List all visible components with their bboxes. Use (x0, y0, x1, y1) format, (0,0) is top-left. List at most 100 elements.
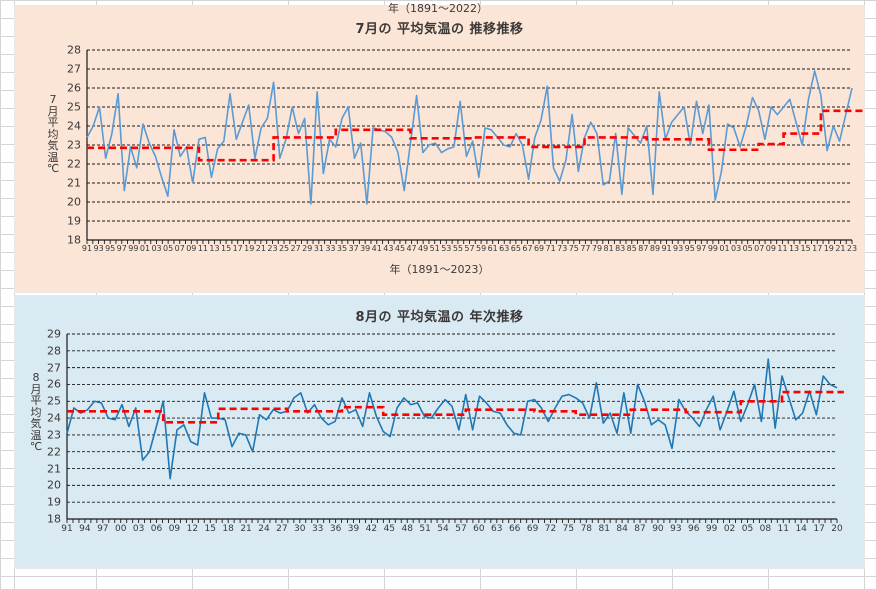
x-axis-tick-label: 43 (383, 244, 394, 253)
sheet-column-divider (672, 0, 673, 589)
sheet-column-divider (0, 0, 1, 589)
x-axis-tick-label: 93 (670, 524, 682, 534)
x-axis-tick-label: 11 (777, 524, 789, 534)
sheet-column-divider (384, 0, 385, 589)
x-axis-tick-label: 49 (418, 244, 429, 253)
x-axis-tick-label: 91 (81, 244, 93, 253)
x-axis-tick-label: 99 (705, 524, 718, 534)
y-axis-tick-label: 21 (67, 176, 81, 190)
y-axis-tick-label: 27 (47, 361, 61, 375)
x-axis-tick-label: 35 (336, 244, 348, 253)
y-axis-tick-label: 24 (67, 119, 81, 133)
x-axis-tick-label: 15 (220, 244, 232, 253)
y-axis-tick-label: 18 (67, 233, 81, 247)
x-axis-tick-label: 17 (813, 524, 825, 534)
x-axis-tick-label: 09 (186, 244, 197, 253)
x-axis-tick-label: 99 (128, 244, 139, 253)
y-axis-tick-label: 19 (67, 214, 81, 228)
x-axis-tick-label: 69 (533, 244, 545, 253)
x-axis-tick-label: 41 (371, 244, 382, 253)
x-axis-tick-label: 85 (626, 244, 637, 253)
y-axis-title-char: 7 (49, 93, 57, 106)
x-axis-tick-label: 60 (473, 524, 485, 534)
x-axis-tick-label: 01 (719, 244, 730, 253)
x-axis-title-july: 年（1891～2023） (389, 263, 490, 276)
y-axis-tick-label: 29 (47, 327, 61, 341)
x-axis-tick-label: 67 (522, 244, 533, 253)
y-axis-tick-label: 23 (67, 138, 81, 152)
x-axis-tick-label: 13 (209, 244, 220, 253)
x-axis-tick-label: 21 (240, 524, 252, 534)
x-axis-tick-label: 36 (329, 524, 342, 534)
sheet-column-divider (480, 0, 481, 589)
x-axis-tick-label: 83 (615, 244, 626, 253)
y-axis-title-char: 月 (47, 104, 59, 118)
x-axis-tick-label: 54 (437, 524, 449, 534)
y-axis-tick-label: 28 (67, 43, 81, 57)
y-axis-title-char: 平 (47, 116, 59, 130)
x-axis-tick-label: 15 (800, 244, 811, 253)
x-axis-tick-label: 05 (163, 244, 174, 253)
x-axis-tick-label: 75 (562, 524, 575, 534)
y-axis-title-char: 月 (30, 382, 42, 396)
y-axis-title-char: 気 (30, 417, 42, 431)
x-axis-title-august: 年（1891～2022） (388, 2, 488, 15)
x-axis-tick-label: 02 (723, 524, 736, 534)
y-axis-tick-label: 26 (67, 81, 81, 95)
chart-july[interactable]: 7月の 平均気温の 推移推移 7 月平均気温 ℃ 18 19 20 21 22 23 24 25 2… (14, 5, 865, 293)
sheet-column-divider (864, 0, 865, 589)
y-axis-title-char: 温 (47, 150, 59, 164)
y-axis-title-char: ℃ (46, 162, 60, 176)
y-axis-title-august: 8 月平均気温 ℃ (28, 372, 44, 453)
x-axis-tick-label: 09 (765, 244, 776, 253)
x-axis-tick-label: 97 (696, 244, 707, 253)
sheet-column-divider (192, 0, 193, 589)
x-axis-tick-label: 73 (557, 244, 568, 253)
x-axis-tick-label: 51 (419, 524, 431, 534)
chart-august[interactable]: 8月の 平均気温の 年次推移 (14, 295, 865, 569)
x-axis-tick-label: 23 (267, 244, 278, 253)
x-axis-tick-label: 31 (313, 244, 324, 253)
x-axis-tick-label: 91 (61, 524, 73, 534)
x-axis-tick-label: 93 (93, 244, 104, 253)
x-axis-tick-label: 89 (649, 244, 661, 253)
x-axis-tick-label: 05 (741, 524, 754, 534)
sheet-column-divider (288, 0, 289, 589)
y-axis-title-char: 均 (47, 127, 59, 141)
x-axis-tick-label: 65 (510, 244, 521, 253)
x-axis-tick-label: 00 (114, 524, 127, 534)
x-axis-tick-label: 15 (204, 524, 216, 534)
y-axis-tick-label: 25 (47, 394, 61, 408)
x-axis-tick-label: 30 (294, 524, 306, 534)
x-axis-tick-label: 05 (742, 244, 753, 253)
x-axis-tick-label: 21 (255, 244, 266, 253)
x-axis-tick-label: 95 (684, 244, 695, 253)
x-axis-tick-label: 81 (603, 244, 614, 253)
x-axis-tick-label: 71 (545, 244, 556, 253)
x-axis-tick-label: 08 (759, 524, 772, 534)
x-axis-tick-label: 33 (325, 244, 336, 253)
x-axis-tick-label: 61 (487, 244, 498, 253)
x-axis-tick-label: 42 (365, 524, 378, 534)
sheet-column-divider (768, 0, 769, 589)
y-axis-tick-label: 28 (47, 344, 61, 358)
sheet-column-divider (96, 0, 97, 589)
sheet-column-divider (576, 0, 577, 589)
x-axis-tick-label: 95 (105, 244, 116, 253)
x-axis-tick-label: 55 (452, 244, 463, 253)
x-axis-tick-label: 47 (406, 244, 417, 253)
x-axis-tick-label: 07 (174, 244, 185, 253)
x-axis-tick-label: 39 (347, 524, 360, 534)
y-axis-tick-label: 20 (47, 478, 61, 492)
sheet-row-divider (0, 0, 876, 1)
x-axis-tick-label: 37 (348, 244, 359, 253)
x-axis-tick-label: 19 (823, 244, 834, 253)
y-axis-title-char: 平 (30, 394, 42, 408)
y-axis-title-char: 均 (30, 405, 42, 419)
x-axis-tick-label: 45 (394, 244, 406, 253)
y-axis-title-char: 気 (47, 139, 59, 153)
x-axis-tick-label: 99 (707, 244, 718, 253)
y-axis-tick-label: 26 (47, 377, 61, 391)
sheet-row-divider (0, 576, 876, 577)
x-axis-tick-label: 96 (688, 524, 700, 534)
